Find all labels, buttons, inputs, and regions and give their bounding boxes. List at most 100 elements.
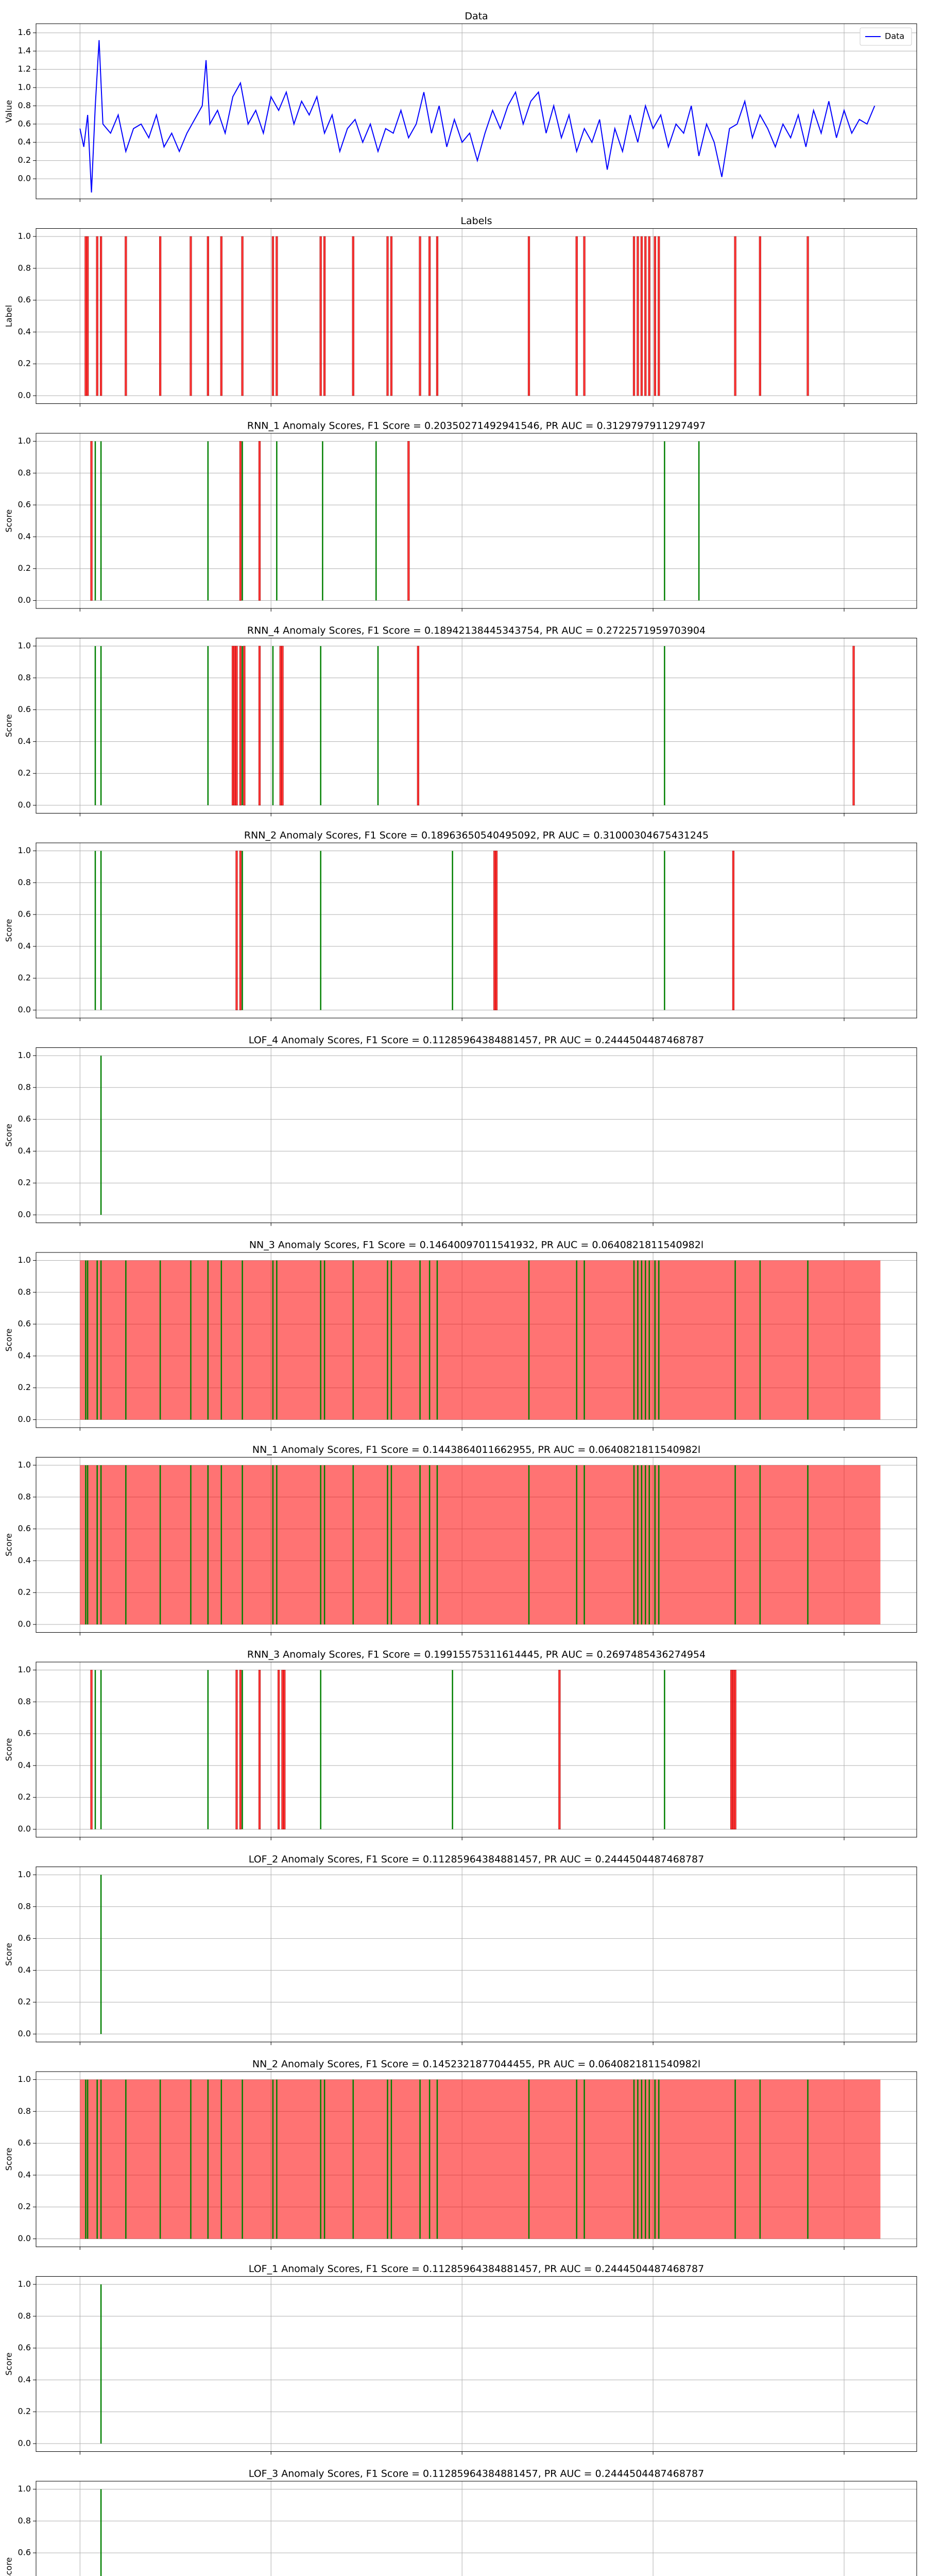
axes-frame <box>36 842 917 1019</box>
y-tick-label: 0.0 <box>18 2438 31 2448</box>
axes-frame <box>36 1662 917 1838</box>
y-tick-label: 1.0 <box>18 2074 31 2084</box>
score-spike <box>96 236 98 396</box>
score-spike <box>279 646 282 806</box>
y-tick-label: 0.6 <box>18 118 31 128</box>
y-tick-label: 0.6 <box>18 295 31 304</box>
y-tick-label: 1.0 <box>18 436 31 446</box>
score-spike <box>207 236 209 396</box>
score-spike <box>281 1670 284 1829</box>
score-spike <box>235 1670 238 1829</box>
y-tick-label: 0.4 <box>18 941 31 951</box>
score-spike <box>258 646 261 806</box>
y-tick-label: 0.4 <box>18 736 31 746</box>
y-tick-label: 1.0 <box>18 1050 31 1060</box>
y-tick-label: 0.0 <box>18 1005 31 1014</box>
y-axis-label: Score <box>4 1943 14 1966</box>
score-spike <box>852 646 855 806</box>
score-spike <box>271 236 274 396</box>
score-spike <box>235 851 238 1010</box>
y-tick-label: 0.0 <box>18 1414 31 1424</box>
score-span <box>80 2079 881 2239</box>
y-axis-label: Score <box>4 714 14 737</box>
y-tick-label: 0.0 <box>18 174 31 183</box>
score-spike <box>806 236 809 396</box>
y-axis-label: Score <box>4 2557 14 2576</box>
y-tick-label: 0.6 <box>18 2138 31 2148</box>
legend: Data <box>860 27 912 46</box>
y-tick-label: 0.8 <box>18 1901 31 1911</box>
y-tick-label: 0.2 <box>18 1382 31 1392</box>
y-tick-label: 0.8 <box>18 1492 31 1501</box>
score-spike <box>428 236 431 396</box>
score-spike <box>90 1670 93 1829</box>
y-tick-label: 0.6 <box>18 909 31 919</box>
y-tick-label: 1.0 <box>18 2279 31 2289</box>
score-spike <box>734 236 736 396</box>
score-spike <box>239 1670 242 1829</box>
score-spike <box>644 236 647 396</box>
score-spike <box>352 236 354 396</box>
score-spike <box>90 441 93 601</box>
score-spike <box>239 441 242 601</box>
score-spike <box>632 236 636 396</box>
score-spike <box>386 236 389 396</box>
y-tick-label: 1.0 <box>18 845 31 855</box>
y-tick-label: 0.8 <box>18 263 31 273</box>
score-spike <box>276 236 278 396</box>
y-tick-label: 0.8 <box>18 1082 31 1092</box>
axes-frame <box>36 1867 917 2042</box>
y-tick-label: 1.0 <box>18 2484 31 2494</box>
score-spike <box>493 851 496 1010</box>
score-spike <box>231 646 234 806</box>
score-spike <box>233 646 236 806</box>
chart-title: LOF_2 Anomaly Scores, F1 Score = 0.11285… <box>249 1854 704 1865</box>
y-tick-label: 0.0 <box>18 800 31 810</box>
score-spike <box>258 441 261 601</box>
y-tick-label: 1.0 <box>18 1869 31 1879</box>
y-tick-label: 0.8 <box>18 468 31 478</box>
y-axis-label: Score <box>4 2352 14 2376</box>
score-spike <box>732 1670 735 1829</box>
axes-frame <box>36 2481 917 2576</box>
y-tick-label: 1.0 <box>18 1460 31 1469</box>
y-tick-label: 0.0 <box>18 2029 31 2039</box>
score-spike <box>419 236 421 396</box>
y-tick-label: 0.8 <box>18 100 31 110</box>
y-tick-label: 0.8 <box>18 1287 31 1297</box>
y-tick-label: 0.2 <box>18 1792 31 1802</box>
y-tick-label: 0.6 <box>18 2343 31 2352</box>
y-axis-label: Label <box>4 305 14 327</box>
y-tick-label: 0.4 <box>18 2170 31 2179</box>
y-tick-label: 0.4 <box>18 2375 31 2384</box>
score-spike <box>495 851 498 1010</box>
y-tick-label: 0.6 <box>18 1114 31 1124</box>
chart-title: RNN_1 Anomaly Scores, F1 Score = 0.20350… <box>247 420 706 432</box>
axes-frame <box>36 2071 917 2247</box>
score-spike <box>239 851 242 1010</box>
score-span <box>80 1465 881 1625</box>
y-tick-label: 0.2 <box>18 2201 31 2211</box>
y-tick-label: 0.8 <box>18 1697 31 1706</box>
score-spike <box>654 236 656 396</box>
y-axis-label: Score <box>4 1329 14 1352</box>
y-tick-label: 0.6 <box>18 1523 31 1533</box>
data-line <box>79 40 876 193</box>
y-tick-label: 0.4 <box>18 1146 31 1156</box>
chart-title: LOF_1 Anomaly Scores, F1 Score = 0.11285… <box>249 2263 704 2275</box>
y-tick-label: 0.2 <box>18 359 31 368</box>
chart-title: LOF_3 Anomaly Scores, F1 Score = 0.11285… <box>249 2468 704 2480</box>
y-tick-label: 0.2 <box>18 2406 31 2416</box>
y-tick-label: 1.0 <box>18 82 31 92</box>
y-axis-label: Value <box>4 100 14 123</box>
score-span <box>80 1260 881 1420</box>
axes-frame <box>36 1457 917 1633</box>
score-spike <box>241 236 244 396</box>
score-spike <box>323 236 326 396</box>
chart-title: RNN_4 Anomaly Scores, F1 Score = 0.18942… <box>247 625 706 636</box>
chart-title: NN_1 Anomaly Scores, F1 Score = 0.144386… <box>252 1444 700 1455</box>
axes-frame <box>36 1047 917 1223</box>
score-spike <box>583 236 586 396</box>
